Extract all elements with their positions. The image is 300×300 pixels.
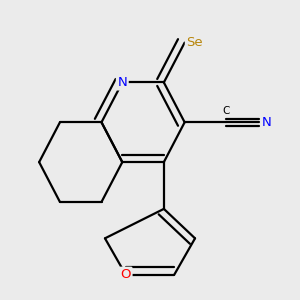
Text: N: N: [262, 116, 272, 129]
Text: N: N: [117, 76, 127, 89]
Text: Se: Se: [186, 36, 203, 49]
Text: C: C: [223, 106, 230, 116]
Text: O: O: [121, 268, 131, 281]
